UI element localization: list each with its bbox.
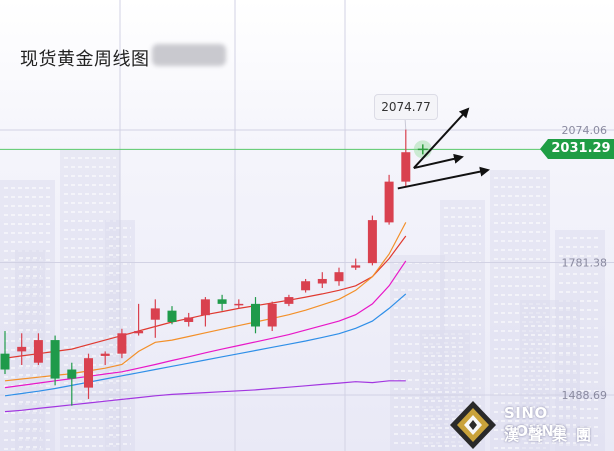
candle-body — [251, 303, 260, 327]
trend-arrow — [413, 153, 464, 170]
candle — [134, 303, 144, 336]
y-tick-label: 1488.69 — [562, 389, 608, 402]
candle-body — [284, 297, 294, 304]
chart-title: 现货黄金周线图 — [20, 49, 150, 70]
blurred-watermark — [152, 44, 226, 66]
candle — [251, 297, 260, 334]
candle — [167, 306, 177, 325]
candle — [351, 258, 361, 270]
candle-body — [134, 331, 144, 334]
candle-body — [0, 353, 10, 370]
candle-body — [33, 340, 43, 363]
candle — [317, 272, 327, 289]
current-price-tag: 2031.29 — [540, 139, 614, 159]
company-logo: SINO SOUND 漢聲集團 — [446, 398, 614, 451]
candle-body — [384, 181, 394, 223]
candle — [50, 335, 60, 386]
candle — [267, 301, 277, 332]
candle-body — [17, 346, 27, 352]
candle — [17, 333, 27, 365]
candle — [117, 328, 127, 359]
candle — [367, 215, 377, 266]
candle — [184, 312, 194, 327]
candle — [67, 362, 77, 406]
candle-body — [100, 353, 110, 356]
candle — [200, 297, 210, 327]
high-price-tag: 2074.77 — [374, 94, 438, 120]
candle — [284, 294, 294, 307]
candle-body — [234, 303, 244, 306]
candle-body — [401, 152, 411, 182]
candle-body — [334, 272, 344, 282]
candle — [150, 299, 160, 338]
candle — [401, 129, 411, 187]
candle-body — [301, 281, 311, 291]
logo-english-text: SINO SOUND — [504, 404, 568, 440]
candle — [334, 267, 344, 286]
candle — [84, 353, 93, 399]
candle — [384, 174, 394, 225]
y-tick-label: 1781.38 — [562, 256, 608, 269]
candles — [0, 129, 411, 406]
candle-body — [184, 317, 194, 322]
candle-body — [117, 333, 127, 354]
y-axis-tick-labels: 2074.06 1781.38 1488.69 — [562, 124, 608, 402]
trend-arrow — [413, 107, 470, 169]
candle-body — [50, 340, 60, 379]
candle-body — [367, 220, 377, 264]
candle-body — [167, 310, 177, 322]
candle-body — [267, 303, 277, 327]
candle — [301, 278, 311, 293]
trend-arrow — [397, 166, 490, 190]
candle-body — [200, 299, 210, 316]
candle-body — [150, 308, 160, 320]
candle — [234, 299, 244, 309]
candle — [0, 331, 10, 375]
candle — [217, 294, 227, 311]
overlay-annotations — [397, 107, 490, 190]
candle — [33, 333, 43, 365]
candle-body — [317, 278, 327, 284]
candle — [100, 351, 110, 365]
candle-body — [351, 265, 361, 268]
candle-body — [84, 358, 93, 388]
y-tick-label: 2074.06 — [562, 124, 608, 137]
logo-chinese-text: 漢聲集團 — [504, 426, 601, 444]
candle-body — [217, 299, 227, 304]
diamond-logo-icon — [450, 401, 496, 449]
candle-body — [67, 369, 77, 379]
